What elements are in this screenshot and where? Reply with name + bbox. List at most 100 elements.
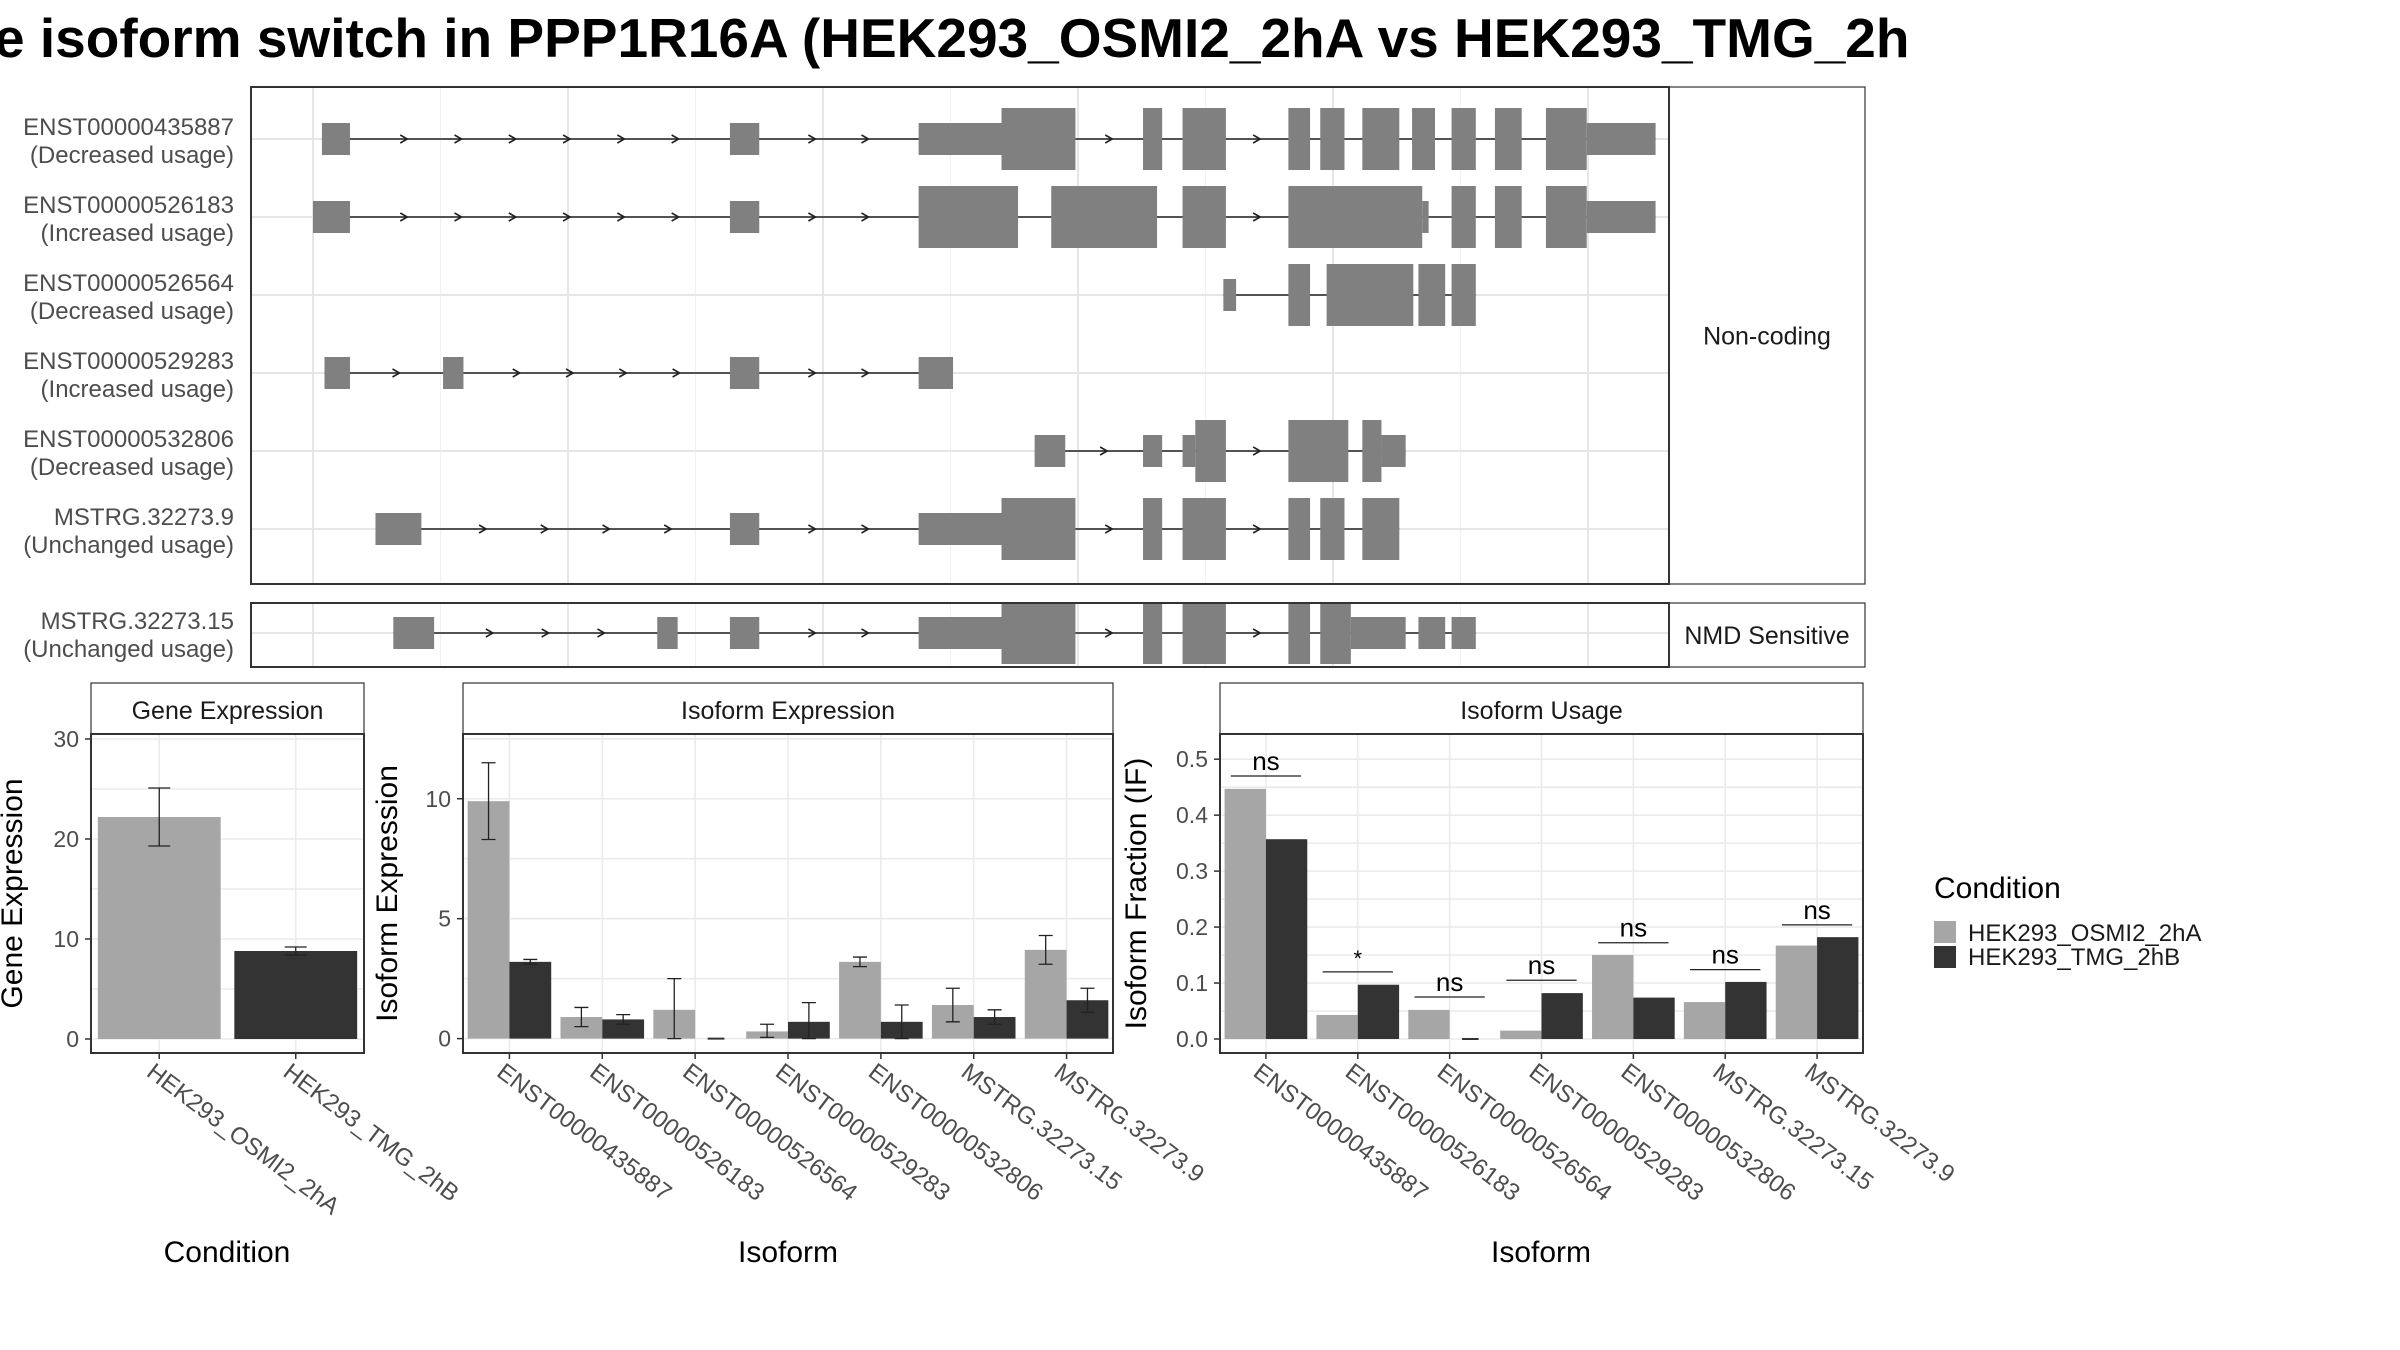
intron-arrow (671, 212, 681, 222)
exon (1362, 420, 1382, 482)
bar-HEK293_TMG_2hB-ENST00000529283 (1541, 993, 1583, 1040)
panel-border (1219, 733, 1864, 1054)
intron-arrow (392, 368, 402, 378)
transcript-label: ENST00000529283 (23, 348, 234, 375)
exon (1586, 201, 1656, 233)
facet-strip-label: NMD Sensitive (1684, 622, 1849, 650)
bar-HEK293_TMG_2hB-ENST00000526183 (1357, 984, 1400, 1040)
error-bar (894, 1004, 909, 1040)
significance-label: ns (1528, 950, 1555, 980)
exon (1320, 108, 1345, 170)
intron-arrow (861, 212, 871, 222)
y-tick-label: 20 (53, 826, 79, 852)
exon (1001, 498, 1076, 560)
exon (1451, 617, 1476, 649)
bar-HEK293_TMG_2hB-ENST00000435887 (1265, 839, 1308, 1040)
intron-arrow (1252, 212, 1262, 222)
intron-arrow (399, 134, 409, 144)
intron-arrow (1104, 524, 1114, 534)
plot-title: e isoform switch in PPP1R16A (HEK293_OSM… (0, 7, 1910, 69)
intron-arrow (1252, 524, 1262, 534)
error-bar (760, 1023, 775, 1039)
intron-arrow (1252, 134, 1262, 144)
bar-HEK293_OSMI2_2hA-ENST00000435887 (467, 801, 510, 1039)
exon (375, 513, 422, 545)
intron-arrow (861, 524, 871, 534)
error-bar (945, 987, 960, 1023)
intron-arrow (541, 628, 551, 638)
y-tick-label: 0.3 (1176, 858, 1208, 884)
exon (1451, 186, 1476, 248)
exon (1001, 602, 1076, 664)
error-bar (852, 956, 867, 968)
intron-arrow (508, 134, 518, 144)
bar-HEK293_OSMI2_2hA-ENST00000526183 (560, 1017, 603, 1039)
bar-HEK293_TMG_2hB-MSTRG.32273.15 (973, 1017, 1016, 1039)
exon (1451, 108, 1476, 170)
exon (1195, 420, 1226, 482)
exon (1182, 108, 1226, 170)
intron-arrow (562, 212, 572, 222)
exon (1586, 123, 1656, 155)
exon (1288, 420, 1349, 482)
y-tick-label: 10 (53, 926, 79, 952)
exon (1288, 186, 1423, 248)
intron-arrow (672, 368, 682, 378)
legend-key-osmi (1934, 921, 1956, 943)
error-bar (1038, 934, 1053, 965)
transcript-label: ENST00000435887 (23, 114, 234, 141)
exon (1494, 108, 1522, 170)
transcript-usage-label: (Increased usage) (41, 220, 234, 247)
x-tick-label: MSTRG.32273.9 (1799, 1058, 1959, 1188)
panel-border (90, 733, 365, 1054)
intron-arrow (1104, 628, 1114, 638)
facet-strip-label: Non-coding (1703, 323, 1831, 351)
transcript-usage-label: (Decreased usage) (30, 454, 234, 481)
transcript-usage-label: (Decreased usage) (30, 298, 234, 325)
facet-strip (1668, 86, 1866, 585)
exon (1182, 498, 1226, 560)
intron-arrow (399, 212, 409, 222)
exon (1320, 498, 1345, 560)
intron-arrow (454, 134, 464, 144)
exon (324, 357, 350, 389)
error-bar (987, 1009, 1002, 1025)
intron-arrow (478, 524, 488, 534)
intron-arrow (562, 134, 572, 144)
x-tick-label: ENST00000435887 (492, 1058, 677, 1206)
y-tick-label: 0 (66, 1026, 79, 1052)
exon (1418, 617, 1446, 649)
panel-strip-label: Isoform Usage (1460, 697, 1623, 725)
error-bar (284, 946, 307, 956)
exon (1051, 186, 1158, 248)
exon (1326, 264, 1414, 326)
exon (918, 513, 1002, 545)
exon (443, 357, 464, 389)
error-bar (148, 787, 171, 847)
intron-arrow (861, 628, 871, 638)
y-tick-label: 0.2 (1176, 914, 1208, 940)
exon (657, 617, 678, 649)
intron-arrow (861, 134, 871, 144)
transcript-ENST00000532806 (1034, 420, 1406, 482)
significance-label: ns (1803, 895, 1830, 925)
error-bar (481, 762, 496, 841)
intron-arrow (807, 368, 817, 378)
x-tick-label: ENST00000532806 (863, 1058, 1048, 1206)
transcript-label: MSTRG.32273.9 (54, 504, 234, 531)
transcript-label: ENST00000532806 (23, 426, 234, 453)
intron-arrow (508, 212, 518, 222)
panel-strip-label: Isoform Expression (681, 697, 895, 725)
intron-arrow (807, 212, 817, 222)
intron-arrow (618, 368, 628, 378)
significance-label: ns (1252, 746, 1279, 776)
bar-HEK293_OSMI2_2hA-MSTRG.32273.9 (1775, 945, 1818, 1040)
exon (729, 123, 760, 155)
transcript-usage-label: (Unchanged usage) (23, 532, 234, 559)
error-bar (523, 958, 538, 965)
exon (1362, 498, 1400, 560)
panel-strip-label: Gene Expression (132, 697, 324, 725)
intron-arrow (454, 212, 464, 222)
intron-arrow (671, 134, 681, 144)
